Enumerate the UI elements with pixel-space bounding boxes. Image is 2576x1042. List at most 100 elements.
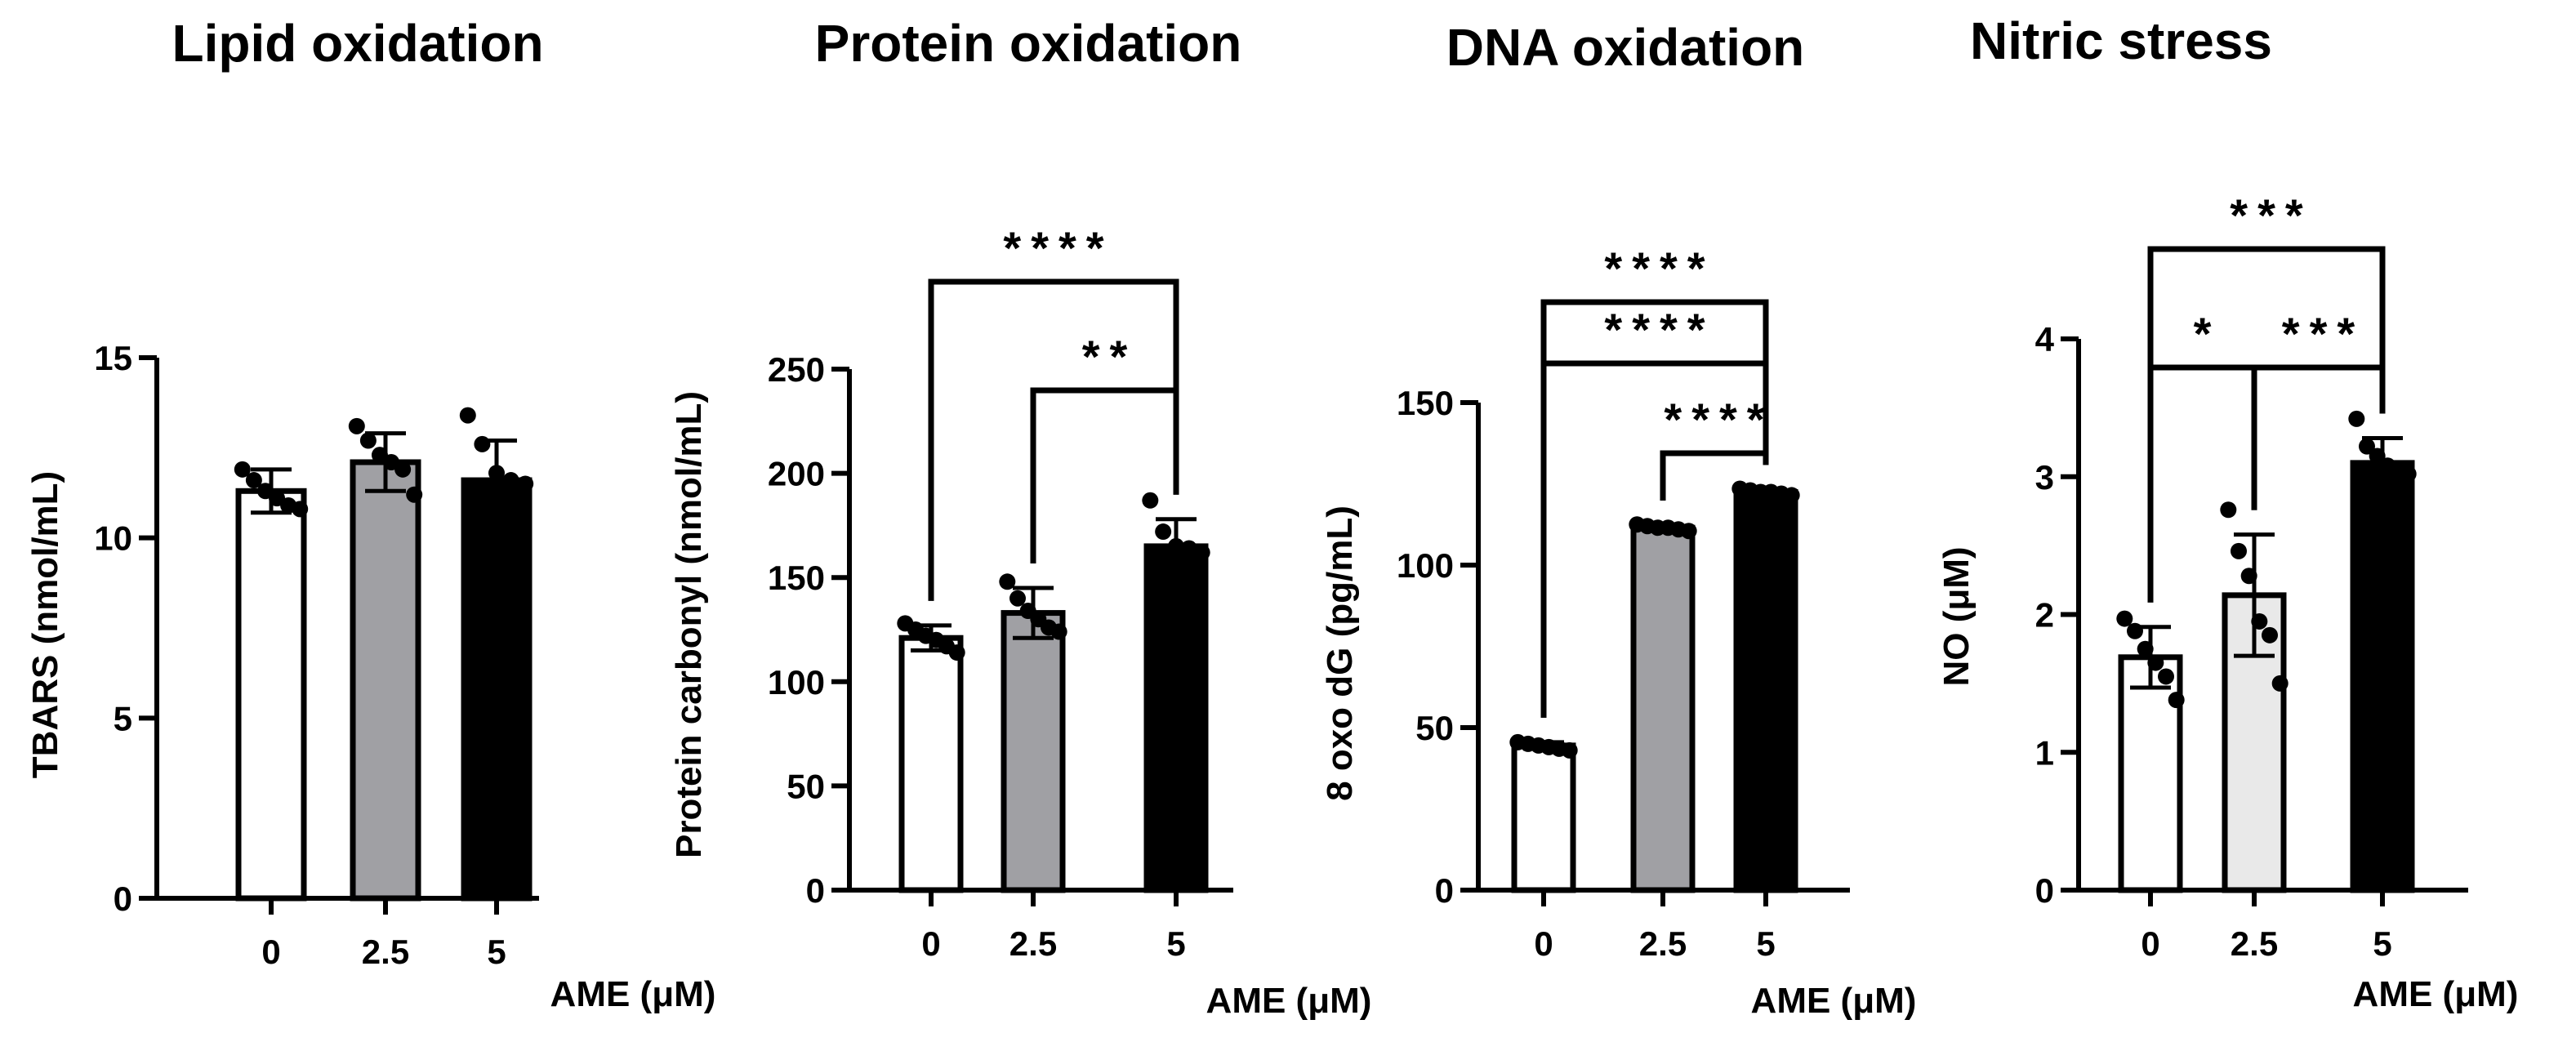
data-point bbox=[1168, 537, 1184, 554]
data-point bbox=[2271, 675, 2289, 692]
bar bbox=[1511, 742, 1576, 893]
y-axis-title: NO (μM) bbox=[1936, 546, 1977, 686]
data-point bbox=[999, 573, 1016, 590]
data-point bbox=[2158, 668, 2175, 685]
data-point bbox=[517, 475, 534, 492]
x-axis-title: AME (μM) bbox=[2353, 974, 2519, 1014]
y-tick-label: 250 bbox=[768, 350, 825, 389]
data-point bbox=[488, 465, 505, 482]
data-point bbox=[1680, 523, 1697, 540]
y-tick-label: 50 bbox=[1415, 709, 1454, 747]
data-point bbox=[2168, 692, 2185, 709]
panel-nitric-stress: Nitric stress NO (μM) AME (μM) 0 1 2 3 4 0 2.5… bbox=[1936, 11, 2518, 1014]
data-point bbox=[2358, 438, 2375, 455]
bar bbox=[2118, 654, 2183, 893]
data-point bbox=[394, 461, 412, 478]
significance-label: *** bbox=[2282, 308, 2364, 359]
bar bbox=[350, 459, 421, 902]
data-point bbox=[2262, 626, 2279, 643]
x-tick-label: 2.5 bbox=[362, 933, 409, 971]
data-point bbox=[2400, 465, 2417, 483]
bar bbox=[2350, 460, 2415, 893]
y-tick-label: 150 bbox=[768, 559, 825, 597]
significance-label: *** bbox=[2230, 189, 2312, 241]
y-tick-label: 200 bbox=[768, 455, 825, 493]
significance-label: ** bbox=[1082, 331, 1138, 382]
panel-title: Nitric stress bbox=[1970, 11, 2272, 70]
data-point bbox=[2220, 501, 2237, 519]
x-tick-label: 5 bbox=[1166, 924, 1185, 963]
significance-label: **** bbox=[1604, 304, 1714, 355]
data-point bbox=[1009, 590, 1026, 607]
significance-label: **** bbox=[1604, 243, 1714, 294]
y-axis-title: Protein carbonyl (nmol/mL) bbox=[669, 391, 709, 858]
x-axis-title: AME (μM) bbox=[1751, 981, 1917, 1021]
y-tick-label: 2 bbox=[2035, 596, 2054, 635]
data-point bbox=[1783, 487, 1800, 504]
y-tick-label: 100 bbox=[768, 663, 825, 701]
data-point bbox=[2251, 612, 2268, 630]
data-point bbox=[1142, 492, 1159, 509]
y-tick-label: 10 bbox=[94, 519, 132, 558]
bar bbox=[461, 477, 533, 902]
significance-label: * bbox=[2194, 308, 2222, 359]
data-point bbox=[2116, 610, 2133, 627]
x-tick-label: 2.5 bbox=[2231, 924, 2278, 963]
y-tick-label: 15 bbox=[94, 339, 132, 377]
y-tick-label: 3 bbox=[2035, 458, 2054, 497]
y-tick-label: 1 bbox=[2035, 733, 2054, 772]
bar bbox=[1630, 524, 1696, 893]
significance-bracket bbox=[928, 278, 1179, 601]
data-point bbox=[948, 644, 965, 661]
panel-protein-oxidation: Protein oxidation Protein carbonyl (nmol… bbox=[669, 14, 1371, 1021]
data-point bbox=[348, 417, 365, 434]
y-tick-label: 0 bbox=[114, 879, 132, 918]
data-point bbox=[2126, 622, 2143, 639]
data-point bbox=[2348, 410, 2365, 427]
x-tick-label: 0 bbox=[2141, 924, 2159, 963]
significance-bracket bbox=[1540, 299, 1769, 718]
plot-area: 0 5 10 15 0 2.5 5 bbox=[94, 339, 539, 971]
data-point bbox=[1050, 623, 1067, 640]
bar bbox=[898, 635, 964, 893]
data-point bbox=[1193, 544, 1210, 561]
x-tick-label: 2.5 bbox=[1009, 924, 1057, 963]
x-tick-label: 0 bbox=[1534, 924, 1553, 963]
x-tick-label: 5 bbox=[1756, 924, 1775, 963]
bar bbox=[1143, 543, 1209, 893]
y-tick-label: 5 bbox=[114, 699, 132, 737]
panel-dna-oxidation: DNA oxidation 8 oxo dG (pg/mL) AME (μM) … bbox=[1320, 18, 1916, 1021]
data-point bbox=[459, 407, 476, 424]
data-point bbox=[2147, 654, 2164, 671]
y-tick-label: 50 bbox=[787, 767, 825, 805]
panel-lipid-oxidation: Lipid oxidation TBARS (nmol/mL) AME (μM)… bbox=[25, 14, 715, 1014]
data-point bbox=[1155, 523, 1172, 541]
data-point bbox=[1180, 540, 1197, 557]
bar bbox=[1733, 488, 1798, 893]
y-tick-label: 0 bbox=[1435, 871, 1454, 910]
significance-bracket bbox=[2147, 246, 2386, 603]
x-axis-title: AME (μM) bbox=[1206, 981, 1372, 1021]
data-point bbox=[1561, 741, 1578, 759]
bar bbox=[235, 488, 307, 902]
data-point bbox=[2240, 568, 2257, 585]
panel-title: DNA oxidation bbox=[1446, 18, 1805, 77]
data-point bbox=[245, 472, 262, 489]
y-axis-title: 8 oxo dG (pg/mL) bbox=[1320, 505, 1360, 801]
y-tick-label: 4 bbox=[2035, 320, 2055, 358]
significance-label: **** bbox=[1003, 222, 1113, 274]
y-tick-label: 0 bbox=[2035, 871, 2054, 910]
y-tick-label: 0 bbox=[806, 871, 825, 910]
data-point bbox=[2369, 448, 2386, 465]
data-point bbox=[406, 486, 423, 503]
x-tick-label: 0 bbox=[921, 924, 940, 963]
x-axis-title: AME (μM) bbox=[550, 974, 716, 1014]
y-tick-label: 100 bbox=[1397, 546, 1454, 585]
x-tick-label: 2.5 bbox=[1639, 924, 1687, 963]
data-point bbox=[2230, 542, 2247, 559]
data-point bbox=[502, 472, 519, 489]
y-tick-label: 150 bbox=[1397, 384, 1454, 422]
